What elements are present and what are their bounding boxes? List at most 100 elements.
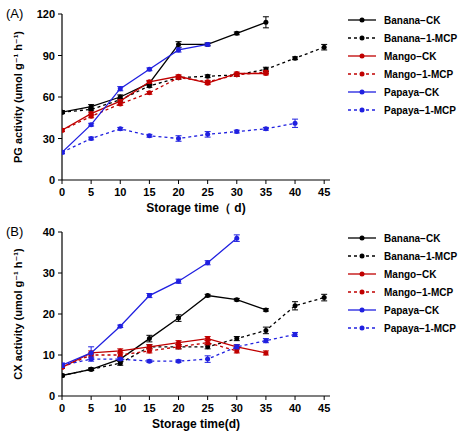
point	[89, 350, 94, 355]
error-bar	[117, 353, 123, 357]
error-bar	[117, 87, 123, 91]
y-tick	[58, 355, 62, 356]
y-tick-label: 120	[37, 8, 55, 20]
point	[205, 340, 210, 345]
point	[205, 293, 210, 298]
point	[293, 56, 298, 61]
legend-label: Banana−CK	[384, 233, 441, 244]
x-tick-label: 10	[114, 186, 126, 198]
y-tick-label: 90	[43, 50, 55, 62]
x-tick-label: 30	[231, 186, 243, 198]
error-bar	[62, 363, 65, 367]
y-tick	[58, 55, 62, 56]
point	[62, 110, 65, 115]
point	[176, 279, 181, 284]
point	[62, 373, 65, 378]
x-axis	[62, 395, 330, 396]
x-tick-label: 5	[88, 402, 94, 414]
error-bar	[88, 357, 94, 361]
x-tick-label: 30	[231, 402, 243, 414]
error-bar	[146, 345, 152, 349]
x-tick-label: 25	[202, 186, 214, 198]
point	[205, 132, 210, 137]
point	[234, 236, 239, 241]
x-tick-label: 40	[289, 402, 301, 414]
legend: Banana−CKBanana−1-MCPMango−CKMango−1-MCP…	[348, 233, 457, 334]
error-bar	[234, 345, 240, 349]
point	[118, 126, 123, 131]
point	[234, 344, 239, 349]
x-tick	[324, 396, 325, 400]
y-tick	[58, 314, 62, 315]
point	[176, 47, 181, 52]
point	[263, 338, 268, 343]
point	[62, 128, 65, 133]
error-bar	[205, 356, 211, 363]
point	[234, 344, 239, 349]
error-bar	[292, 332, 298, 336]
point	[293, 121, 298, 126]
legend-label: Banana−1-MCP	[384, 33, 457, 44]
point	[176, 316, 181, 321]
legend-label: Mango−CK	[384, 51, 437, 62]
error-bar	[117, 357, 123, 361]
x-tick	[178, 180, 179, 184]
legend-label: Mango−1-MCP	[384, 287, 454, 298]
y-axis-label: CX activity (umol g⁻¹ h⁻¹)	[12, 248, 24, 380]
x-axis-label: Storage time(d)	[152, 417, 240, 431]
legend-label: Papaya−1-MCP	[384, 105, 456, 116]
x-tick-label: 15	[143, 402, 155, 414]
error-bar	[146, 335, 152, 342]
legend-marker	[360, 36, 365, 41]
y-tick-label: 60	[43, 91, 55, 103]
series-line	[62, 22, 266, 112]
point	[118, 86, 123, 91]
figure: 0510152025303540450306090120(A)Storage t…	[0, 0, 474, 432]
point	[263, 307, 268, 312]
series-line	[62, 72, 266, 130]
point	[89, 367, 94, 372]
point	[89, 122, 94, 127]
point	[205, 357, 210, 362]
point	[205, 260, 210, 265]
plot-area	[62, 17, 327, 155]
error-bar	[292, 119, 298, 127]
x-tick	[91, 396, 92, 400]
point	[89, 367, 94, 372]
x-tick-label: 0	[59, 402, 65, 414]
legend-marker	[360, 54, 365, 59]
legend-marker	[360, 236, 365, 241]
series-line	[62, 73, 266, 130]
x-tick-label: 40	[289, 186, 301, 198]
point	[118, 357, 123, 362]
error-bar	[234, 235, 240, 242]
y-tick-label: 20	[43, 308, 55, 320]
error-bar	[176, 315, 182, 322]
point	[62, 150, 65, 155]
point	[293, 303, 298, 308]
x-tick	[91, 180, 92, 184]
legend-label: Papaya−CK	[384, 87, 440, 98]
point	[147, 79, 152, 84]
point	[234, 72, 239, 77]
point	[147, 90, 152, 95]
point	[234, 297, 239, 302]
error-bar	[117, 361, 123, 365]
point	[89, 114, 94, 119]
point	[62, 363, 65, 368]
point	[205, 74, 210, 79]
plot-area	[62, 235, 327, 378]
x-tick-label: 25	[202, 402, 214, 414]
error-bar	[176, 136, 182, 142]
point	[147, 293, 152, 298]
legend-marker	[360, 90, 365, 95]
point	[205, 42, 210, 47]
x-tick	[295, 396, 296, 400]
x-tick	[120, 396, 121, 400]
point	[147, 336, 152, 341]
legend-marker	[360, 254, 365, 259]
legend-label: Papaya−CK	[384, 305, 440, 316]
error-bar	[146, 345, 152, 349]
error-bar	[263, 351, 269, 355]
x-tick-label: 20	[172, 402, 184, 414]
